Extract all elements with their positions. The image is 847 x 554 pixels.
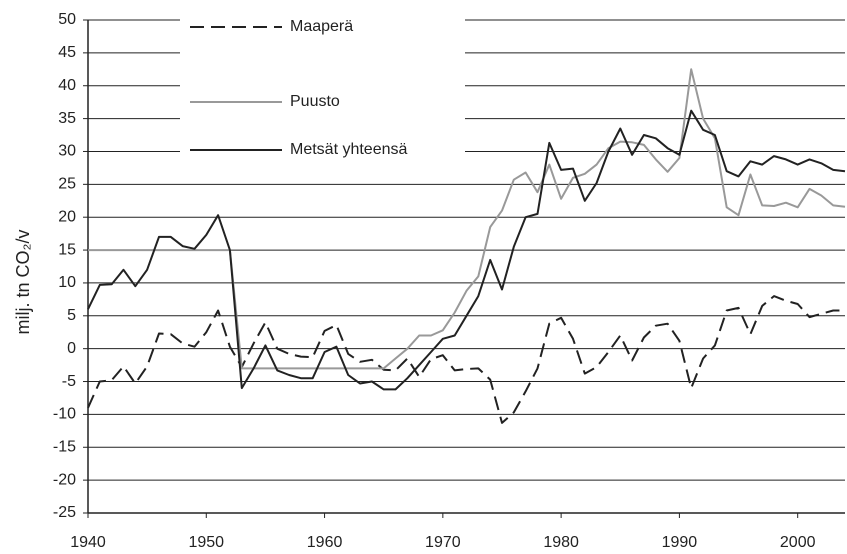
x-tick-label: 1950 xyxy=(188,534,224,551)
x-tick-label: 1960 xyxy=(307,534,343,551)
y-tick-label: -25 xyxy=(53,504,76,521)
y-tick-label: 0 xyxy=(67,340,76,357)
y-tick-label: 5 xyxy=(67,307,76,324)
x-tick-label: 2000 xyxy=(780,534,816,551)
series-line xyxy=(87,109,846,391)
x-tick-label: 1940 xyxy=(70,534,106,551)
x-tick-label: 1970 xyxy=(425,534,461,551)
legend-label: Puusto xyxy=(290,93,340,110)
y-tick-label: 20 xyxy=(58,208,76,225)
y-tick-label: 45 xyxy=(58,44,76,61)
y-axis-label: milj. tn CO₂/v xyxy=(13,230,33,335)
y-tick-label: 10 xyxy=(58,274,76,291)
y-tick-label: 15 xyxy=(58,241,76,258)
y-tick-label: 30 xyxy=(58,143,76,160)
legend-label: Metsät yhteensä xyxy=(290,141,408,158)
x-tick-label: 1980 xyxy=(543,534,579,551)
y-tick-label: 35 xyxy=(58,110,76,127)
y-tick-label: 25 xyxy=(58,176,76,193)
y-tick-label: -20 xyxy=(53,471,76,488)
series-line xyxy=(88,68,846,370)
x-tick-label: 1990 xyxy=(662,534,698,551)
legend-background xyxy=(180,12,465,164)
y-tick-label: -15 xyxy=(53,438,76,455)
y-tick-label: -10 xyxy=(53,406,76,423)
legend-label: Maaperä xyxy=(290,18,353,35)
y-tick-label: -5 xyxy=(62,373,76,390)
y-tick-label: 40 xyxy=(58,77,76,94)
y-tick-label: 50 xyxy=(58,11,76,28)
